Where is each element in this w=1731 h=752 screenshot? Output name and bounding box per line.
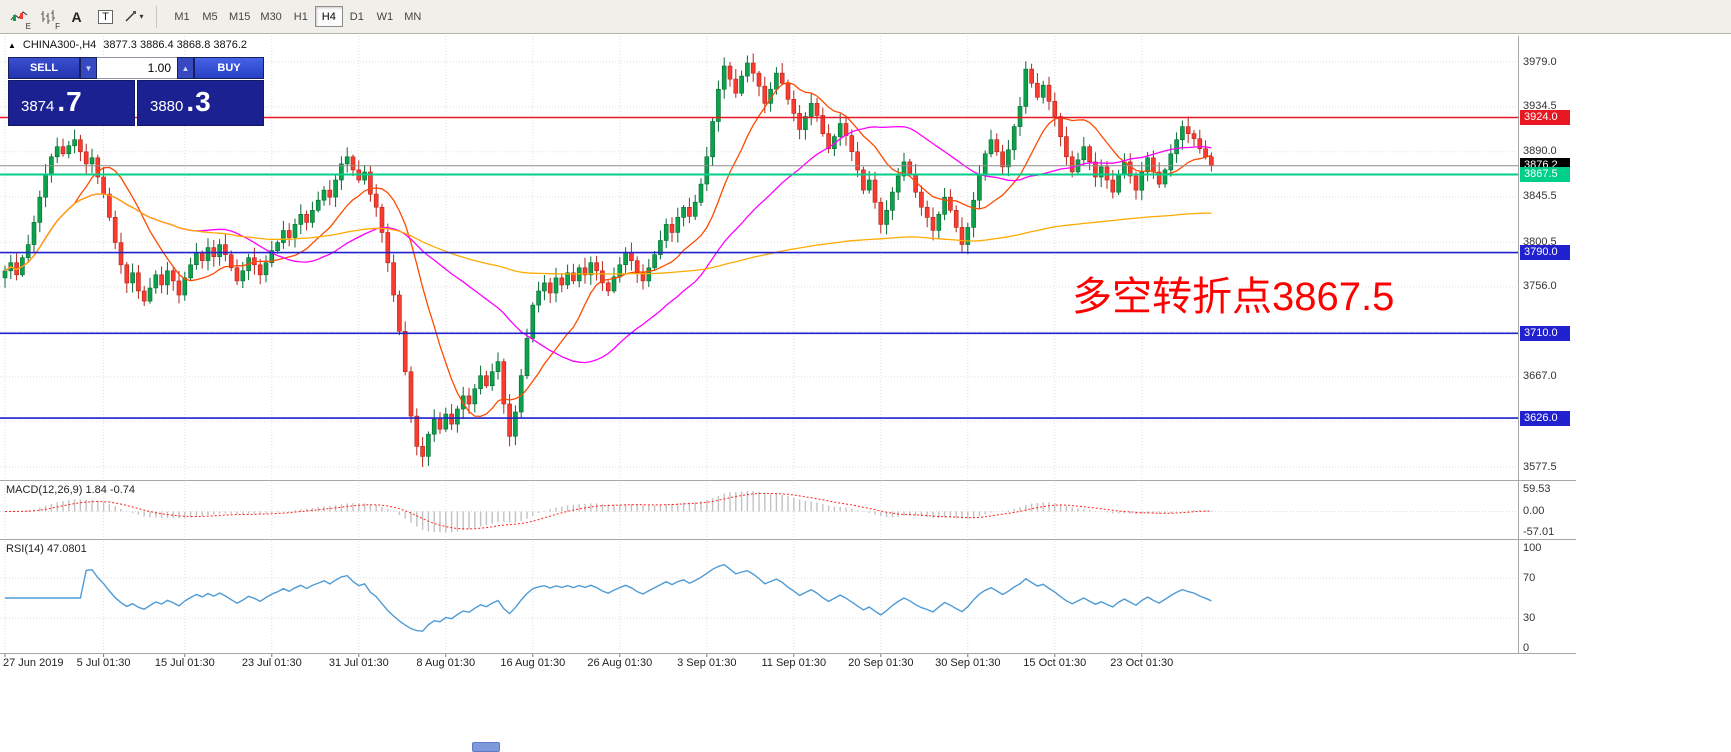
h-scrollbar-thumb[interactable] bbox=[472, 742, 500, 752]
date-axis-label: 3 Sep 01:30 bbox=[677, 657, 737, 669]
price-badge: 3790.0 bbox=[1520, 245, 1570, 261]
timeframe-m30[interactable]: M30 bbox=[255, 6, 286, 27]
text-tool-glyph: A bbox=[71, 8, 82, 25]
rsi-axis-label: 0 bbox=[1523, 641, 1530, 654]
order-row: SELL ▼ ▲ BUY bbox=[8, 57, 264, 79]
price-axis-label: 3890.0 bbox=[1523, 145, 1557, 158]
volume-down-button[interactable]: ▼ bbox=[80, 57, 97, 79]
sell-price-display[interactable]: 3874 .7 bbox=[8, 80, 135, 126]
date-axis-label: 26 Aug 01:30 bbox=[587, 657, 653, 669]
one-click-trading-panel: SELL ▼ ▲ BUY 3874 .7 3880 .3 bbox=[8, 57, 264, 126]
date-axis-label: 30 Sep 01:30 bbox=[935, 657, 1001, 669]
price-badge: 3867.5 bbox=[1520, 167, 1570, 182]
symbol-triangle-icon: ▲ bbox=[8, 40, 16, 50]
timeframe-h1[interactable]: H1 bbox=[287, 6, 315, 27]
price-axis-label: 3845.5 bbox=[1523, 190, 1557, 203]
toolbar-separator bbox=[156, 5, 157, 28]
date-axis-label: 23 Jul 01:30 bbox=[241, 657, 302, 669]
timeframe-m1[interactable]: M1 bbox=[168, 6, 196, 27]
price-axis-label: 3800.5 bbox=[1523, 235, 1557, 248]
price-axis-label: 3979.0 bbox=[1523, 55, 1557, 68]
rsi-indicator-label: RSI(14) 47.0801 bbox=[6, 543, 87, 555]
rsi-axis-label: 30 bbox=[1523, 611, 1536, 624]
timeframe-h4[interactable]: H4 bbox=[314, 6, 343, 27]
macd-indicator-label: MACD(12,26,9) 1.84 -0.74 bbox=[6, 484, 136, 496]
timeframe-d1[interactable]: D1 bbox=[343, 6, 371, 27]
tool-sub-label: E bbox=[25, 21, 31, 31]
timeframe-bar: M1 M5 M15 M30 H1 H4 D1 W1 MN bbox=[168, 6, 427, 27]
price-badge: 3924.0 bbox=[1520, 110, 1570, 125]
chart-window[interactable]: ▲ CHINA300-,H4 3877.3 3886.4 3868.8 3876… bbox=[0, 34, 1731, 752]
price-axis-label: 3577.5 bbox=[1523, 460, 1557, 473]
sell-button[interactable]: SELL bbox=[8, 57, 80, 79]
bid-price-small: 3874 bbox=[21, 98, 55, 115]
date-axis-label: 27 Jun 2019 bbox=[3, 657, 64, 669]
price-axis-label: 3934.5 bbox=[1523, 100, 1557, 113]
candlestick-chart-icon[interactable]: E bbox=[5, 4, 32, 31]
draw-line-tool-dropdown[interactable]: ▾ bbox=[121, 4, 148, 30]
date-axis-label: 5 Jul 01:30 bbox=[76, 657, 131, 669]
price-row: 3874 .7 3880 .3 bbox=[8, 80, 264, 126]
date-axis-label: 20 Sep 01:30 bbox=[848, 657, 914, 669]
price-badge: 3710.0 bbox=[1520, 325, 1570, 341]
price-axis-label: 3756.0 bbox=[1523, 280, 1557, 293]
chart-tools-group: E F A T ▾ bbox=[4, 4, 164, 31]
buy-button[interactable]: BUY bbox=[194, 57, 264, 79]
timeframe-mn[interactable]: MN bbox=[399, 6, 427, 27]
rsi-axis-label: 70 bbox=[1523, 571, 1536, 584]
chevron-down-icon: ▾ bbox=[139, 12, 144, 21]
timeframe-m5[interactable]: M5 bbox=[196, 6, 224, 27]
text-label-tool[interactable]: A bbox=[63, 4, 90, 30]
volume-input[interactable] bbox=[97, 57, 177, 79]
date-axis-label: 31 Jul 01:30 bbox=[328, 657, 389, 669]
chart-annotation-text: 多空转折点3867.5 bbox=[1072, 275, 1395, 319]
date-axis-label: 11 Sep 01:30 bbox=[761, 657, 827, 669]
bar-glyph bbox=[40, 9, 55, 24]
price-badge: 3626.0 bbox=[1520, 410, 1570, 426]
bid-price-big: .7 bbox=[57, 86, 83, 117]
date-axis-label: 15 Oct 01:30 bbox=[1023, 657, 1087, 669]
candlestick-glyph bbox=[10, 10, 27, 21]
timeframe-w1[interactable]: W1 bbox=[371, 6, 399, 27]
symbol-period-label: CHINA300-,H4 bbox=[22, 39, 97, 51]
date-axis-label: 16 Aug 01:30 bbox=[500, 657, 566, 669]
template-tool[interactable]: T bbox=[92, 4, 119, 30]
toolbar: E F A T ▾ bbox=[0, 0, 1731, 34]
ask-price-small: 3880 bbox=[150, 98, 184, 115]
quote-ohlc-values: 3877.3 3886.4 3868.8 3876.2 bbox=[103, 39, 248, 51]
buy-price-display[interactable]: 3880 .3 bbox=[137, 80, 264, 126]
quote-bar: ▲ CHINA300-,H4 3877.3 3886.4 3868.8 3876… bbox=[8, 39, 247, 51]
ask-price-big: .3 bbox=[186, 86, 212, 117]
price-axis-label: 3667.0 bbox=[1523, 370, 1557, 383]
macd-axis-label: 59.53 bbox=[1523, 483, 1551, 495]
chart-canvas[interactable] bbox=[0, 34, 1731, 752]
date-axis-label: 15 Jul 01:30 bbox=[154, 657, 215, 669]
volume-up-button[interactable]: ▲ bbox=[177, 57, 194, 79]
date-axis-label: 23 Oct 01:30 bbox=[1110, 657, 1174, 669]
timeframe-m15[interactable]: M15 bbox=[224, 6, 255, 27]
rsi-axis-label: 100 bbox=[1523, 541, 1542, 554]
date-axis-label: 8 Aug 01:30 bbox=[416, 657, 476, 669]
bar-chart-icon[interactable]: F bbox=[34, 4, 61, 31]
tool-sub-label: F bbox=[55, 21, 60, 31]
template-tool-glyph: T bbox=[98, 9, 113, 24]
pencil-line-icon bbox=[125, 11, 137, 22]
macd-axis-label: -57.01 bbox=[1523, 526, 1555, 538]
macd-axis-label: 0.00 bbox=[1523, 505, 1545, 517]
